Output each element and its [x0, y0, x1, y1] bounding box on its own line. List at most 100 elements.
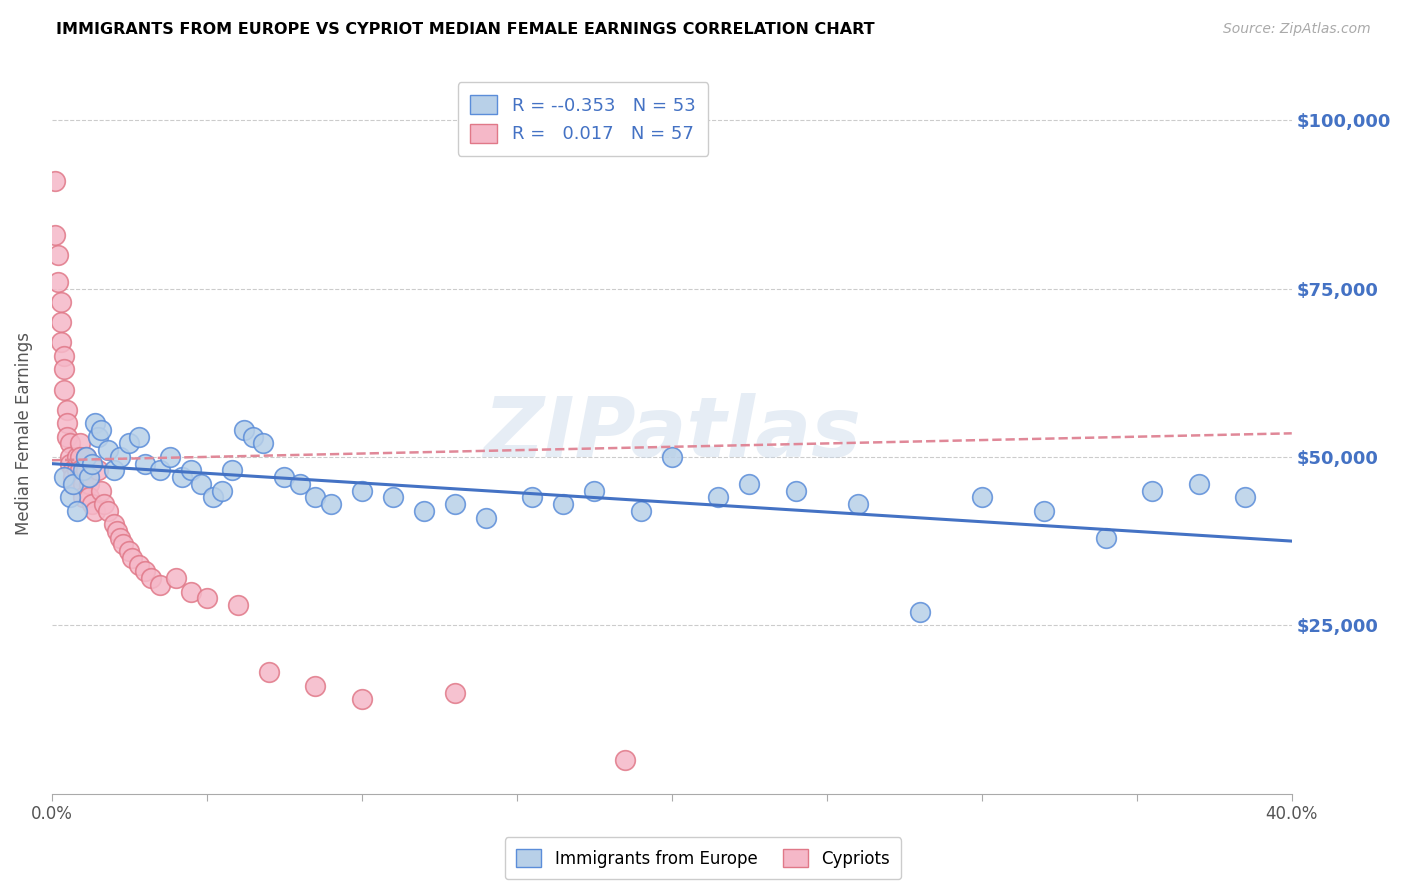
Point: [583, 483, 606, 498]
Point: [80, 457, 103, 471]
Point: [474, 510, 496, 524]
Point: [44, 174, 66, 188]
Point: [970, 491, 993, 505]
Point: [553, 497, 575, 511]
Point: [56, 416, 79, 430]
Point: [62, 470, 84, 484]
Y-axis label: Median Female Earnings: Median Female Earnings: [15, 332, 32, 535]
Point: [53, 383, 76, 397]
Point: [75, 463, 97, 477]
Point: [75, 450, 97, 464]
Point: [62, 476, 84, 491]
Point: [381, 491, 404, 505]
Point: [128, 430, 150, 444]
Point: [62, 476, 84, 491]
Point: [304, 679, 326, 693]
Point: [149, 463, 172, 477]
Point: [159, 450, 181, 464]
Point: [103, 517, 125, 532]
Point: [233, 423, 256, 437]
Point: [128, 558, 150, 572]
Point: [350, 483, 373, 498]
Point: [257, 665, 280, 680]
Point: [1032, 504, 1054, 518]
Point: [522, 491, 544, 505]
Point: [180, 584, 202, 599]
Point: [242, 430, 264, 444]
Point: [59, 457, 82, 471]
Point: [96, 443, 118, 458]
Point: [53, 349, 76, 363]
Point: [72, 491, 94, 505]
Point: [96, 504, 118, 518]
Point: [87, 463, 110, 477]
Point: [72, 470, 94, 484]
Point: [44, 227, 66, 242]
Point: [195, 591, 218, 606]
Point: [65, 463, 87, 477]
Point: [108, 531, 131, 545]
Point: [49, 335, 72, 350]
Point: [84, 504, 107, 518]
Point: [443, 686, 465, 700]
Point: [87, 430, 110, 444]
Point: [69, 436, 91, 450]
Point: [221, 463, 243, 477]
Point: [443, 497, 465, 511]
Point: [77, 491, 100, 505]
Point: [1142, 483, 1164, 498]
Point: [134, 457, 156, 471]
Point: [53, 362, 76, 376]
Point: [65, 450, 87, 464]
Point: [846, 497, 869, 511]
Legend: R = --0.353   N = 53, R =   0.017   N = 57: R = --0.353 N = 53, R = 0.017 N = 57: [457, 82, 709, 156]
Point: [785, 483, 807, 498]
Point: [1094, 531, 1116, 545]
Text: ZIPatlas: ZIPatlas: [482, 392, 860, 474]
Point: [121, 550, 143, 565]
Point: [72, 476, 94, 491]
Point: [319, 497, 342, 511]
Point: [134, 565, 156, 579]
Point: [53, 470, 76, 484]
Point: [49, 315, 72, 329]
Point: [180, 463, 202, 477]
Point: [46, 248, 69, 262]
Point: [118, 436, 141, 450]
Point: [252, 436, 274, 450]
Point: [707, 491, 730, 505]
Point: [93, 497, 115, 511]
Point: [77, 470, 100, 484]
Point: [226, 598, 249, 612]
Point: [288, 476, 311, 491]
Point: [738, 476, 761, 491]
Point: [661, 450, 683, 464]
Point: [139, 571, 162, 585]
Point: [69, 463, 91, 477]
Point: [49, 295, 72, 310]
Point: [59, 450, 82, 464]
Point: [273, 470, 295, 484]
Point: [190, 476, 212, 491]
Point: [1188, 476, 1211, 491]
Point: [90, 423, 112, 437]
Legend: Immigrants from Europe, Cypriots: Immigrants from Europe, Cypriots: [505, 838, 901, 880]
Point: [412, 504, 434, 518]
Point: [46, 275, 69, 289]
Point: [908, 605, 931, 619]
Point: [90, 483, 112, 498]
Point: [77, 476, 100, 491]
Point: [56, 402, 79, 417]
Point: [62, 463, 84, 477]
Point: [56, 430, 79, 444]
Point: [165, 571, 187, 585]
Point: [65, 476, 87, 491]
Point: [75, 450, 97, 464]
Point: [108, 450, 131, 464]
Point: [80, 497, 103, 511]
Point: [170, 470, 193, 484]
Point: [65, 504, 87, 518]
Point: [614, 753, 637, 767]
Point: [118, 544, 141, 558]
Text: Source: ZipAtlas.com: Source: ZipAtlas.com: [1223, 22, 1371, 37]
